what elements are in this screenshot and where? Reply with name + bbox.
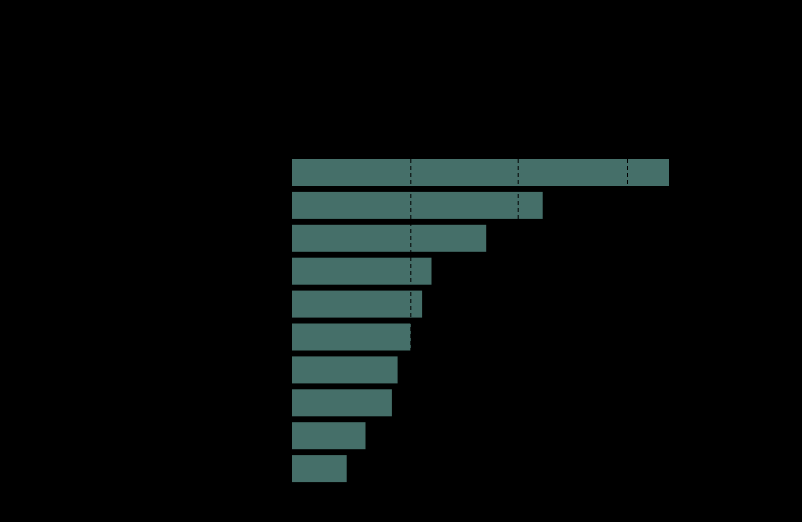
bar-9 (292, 422, 366, 450)
bar-3 (292, 224, 487, 252)
gridlines-layer (410, 159, 628, 483)
bar-2 (292, 191, 543, 219)
bar-10 (292, 455, 347, 483)
bar-6 (292, 323, 411, 351)
bar-4 (292, 257, 432, 285)
bars-layer (292, 159, 669, 483)
bar-7 (292, 356, 398, 384)
bar-5 (292, 290, 423, 318)
bar-1 (292, 159, 669, 186)
bar-8 (292, 389, 392, 417)
